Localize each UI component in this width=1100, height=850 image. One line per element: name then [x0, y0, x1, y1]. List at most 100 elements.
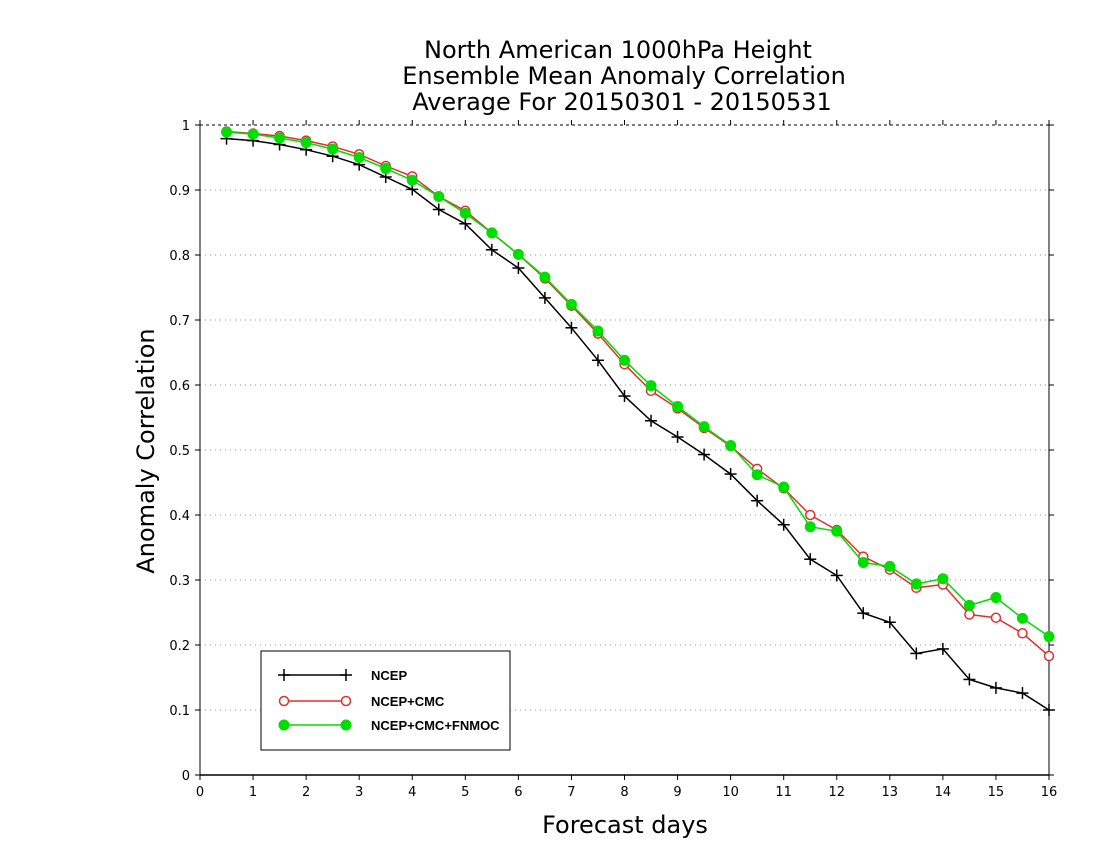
y-tick-label-0: 0: [182, 769, 190, 784]
legend-label-1: NCEP+CMC: [371, 694, 445, 709]
series-0-point-16: [645, 414, 658, 427]
series-0-point-8: [432, 203, 445, 216]
series-2-point-26: [910, 578, 922, 590]
legend-label-2: NCEP+CMC+FNMOC: [371, 718, 500, 733]
series-0-point-17: [671, 431, 684, 443]
series-0-point-10: [485, 243, 498, 256]
series-0-point-25: [883, 616, 896, 629]
series-1-point-22: [804, 509, 816, 521]
series-2-point-29: [990, 592, 1002, 604]
y-tick-label-10: 1: [182, 119, 190, 134]
series-0-point-20: [751, 494, 764, 507]
x-tick-label-9: 9: [673, 785, 681, 800]
x-tick-label-10: 10: [722, 785, 739, 800]
x-tick-label-15: 15: [988, 785, 1005, 800]
series-2-point-12: [539, 271, 551, 283]
legend-marker-right-2: [340, 719, 352, 731]
x-tick-label-14: 14: [935, 785, 952, 800]
series-line-1: [226, 130, 1050, 657]
series-1: [221, 126, 1055, 662]
series-2-point-5: [353, 152, 365, 163]
series-2-point-3: [300, 137, 312, 149]
x-axis-ticks: 0 1 2 3 4 5 6 7 8 9 10 11 12 13 14 15 16: [196, 120, 1057, 800]
series-2-point-11: [512, 248, 524, 260]
y-axis-ticks: 0 0.1 0.2 0.3 0.4 0.5 0.6 0.7 0.8 0.9 1: [169, 119, 1054, 784]
series-2-point-17: [672, 400, 684, 412]
series-2-point-18: [698, 421, 710, 433]
y-tick-label-5: 0.5: [169, 444, 190, 459]
title-line-3: Average For 20150301 - 20150531: [412, 88, 832, 116]
x-tick-label-3: 3: [355, 785, 363, 800]
y-tick-label-4: 0.4: [169, 509, 190, 524]
x-tick-label-11: 11: [775, 785, 792, 800]
x-axis-label: Forecast days: [542, 811, 708, 839]
x-tick-label-13: 13: [882, 785, 899, 800]
series-0-point-18: [698, 448, 711, 461]
series-0-point-28: [963, 673, 976, 686]
series-0-point-21: [777, 518, 790, 531]
series-2-point-9: [459, 207, 471, 219]
series-2-point-7: [406, 174, 418, 186]
series-2-point-27: [937, 573, 949, 585]
series-0-point-31: [1043, 704, 1055, 716]
series-2-point-30: [1016, 612, 1028, 624]
y-tick-label-9: 0.9: [169, 184, 190, 199]
x-tick-label-4: 4: [408, 785, 416, 800]
series-1-point-28: [964, 609, 975, 620]
x-tick-label-12: 12: [828, 785, 845, 800]
legend-marker-right-0: [340, 669, 352, 681]
legend: NCEP NCEP+CMC NCEP+CMC+FNMOC: [260, 650, 511, 751]
legend-label-0: NCEP: [371, 668, 407, 683]
y-tick-label-1: 0.1: [169, 704, 190, 719]
series-2-point-28: [963, 599, 975, 611]
series-2-point-19: [725, 439, 737, 451]
series-2-point-23: [831, 525, 843, 537]
series-2-point-15: [619, 354, 630, 366]
x-tick-label-0: 0: [196, 785, 204, 800]
chart-title: North American 1000hPa Height Ensemble M…: [402, 36, 846, 116]
y-tick-label-7: 0.7: [169, 314, 190, 329]
series-2-point-10: [486, 227, 498, 239]
series-2-point-25: [884, 560, 896, 572]
series-2-point-6: [380, 163, 392, 175]
series-0-point-12: [538, 291, 551, 304]
series-0-point-19: [724, 468, 737, 481]
x-tick-label-8: 8: [620, 785, 628, 800]
legend-marker-left-2: [278, 719, 290, 731]
series-2-point-1: [247, 128, 259, 140]
legend-marker-left-1: [278, 695, 290, 707]
series-0-point-27: [936, 642, 949, 655]
series-1-point-31: [1043, 650, 1055, 662]
y-axis-label: Anomaly Correlation: [132, 328, 160, 573]
series-0-point-11: [512, 262, 525, 274]
series-0: [220, 132, 1055, 716]
series-0-point-24: [857, 607, 870, 620]
x-tick-label-1: 1: [249, 785, 257, 800]
series-0-point-22: [804, 553, 817, 566]
y-tick-label-8: 0.8: [169, 249, 190, 264]
series-2-point-8: [433, 191, 445, 202]
y-tick-label-3: 0.3: [169, 574, 190, 589]
series-2-point-13: [565, 298, 577, 310]
series-2-point-4: [327, 143, 339, 155]
x-tick-label-6: 6: [514, 785, 522, 800]
series-2-point-16: [645, 380, 657, 392]
grid-lines: [200, 189, 1049, 711]
series-0-point-15: [618, 390, 631, 403]
series-0-point-14: [591, 354, 604, 367]
title-line-1: North American 1000hPa Height: [424, 36, 812, 64]
series-line-0: [226, 137, 1050, 711]
series-2-point-0: [221, 126, 233, 138]
series-0-point-26: [910, 647, 923, 660]
x-tick-label-5: 5: [461, 785, 469, 800]
series-line-2: [226, 131, 1050, 638]
series-0-point-13: [565, 321, 578, 334]
series-group: [220, 126, 1055, 716]
x-tick-label-2: 2: [302, 785, 310, 800]
series-0-point-30: [1016, 687, 1029, 700]
series-0-point-29: [989, 681, 1002, 694]
y-tick-label-6: 0.6: [169, 379, 190, 394]
series-0-point-9: [459, 217, 472, 230]
x-tick-label-7: 7: [567, 785, 575, 800]
series-1-point-29: [990, 612, 1002, 623]
